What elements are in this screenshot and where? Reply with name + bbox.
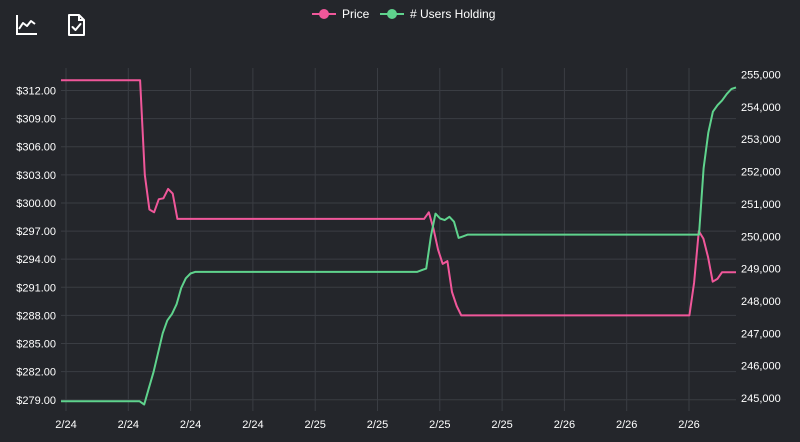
x-tick-label: 2/25: [429, 419, 450, 431]
line-chart-icon[interactable]: [14, 12, 40, 38]
grid: [61, 68, 736, 411]
x-tick-label: 2/24: [180, 419, 201, 431]
right-tick-label: 255,000: [741, 69, 781, 81]
x-tick-label: 2/26: [554, 419, 575, 431]
document-check-icon[interactable]: [64, 12, 90, 38]
x-tick-label: 2/24: [55, 419, 76, 431]
left-tick-label: $297.00: [16, 226, 56, 238]
left-tick-label: $306.00: [16, 142, 56, 154]
x-axis: 2/24 2/24 2/24 2/24 2/25 2/25 2/25 2/25 2/26 2/26…: [55, 419, 699, 431]
left-tick-label: $300.00: [16, 198, 56, 210]
series-line-users-holding: [61, 86, 737, 406]
series-line-price: [61, 79, 736, 317]
left-tick-label: $294.00: [16, 254, 56, 266]
left-tick-label: $285.00: [16, 339, 56, 351]
right-tick-label: 249,000: [741, 264, 781, 276]
legend-marker: [319, 9, 329, 19]
legend-label: Price: [342, 7, 370, 21]
x-tick-label: 2/25: [367, 419, 388, 431]
right-tick-label: 251,000: [741, 199, 781, 211]
legend-item[interactable]: # Users Holding: [380, 7, 495, 21]
x-tick-label: 2/24: [242, 419, 263, 431]
left-tick-label: $303.00: [16, 170, 56, 182]
left-axis: $279.00 $282.00 $285.00 $288.00 $291.00 $294.…: [16, 85, 56, 406]
legend-label: # Users Holding: [410, 7, 495, 21]
right-tick-label: 252,000: [741, 167, 781, 179]
x-tick-label: 2/25: [491, 419, 512, 431]
legend-marker: [387, 9, 397, 19]
right-tick-label: 253,000: [741, 134, 781, 146]
right-tick-label: 254,000: [741, 102, 781, 114]
legend[interactable]: Price # Users Holding: [312, 7, 495, 21]
x-tick-label: 2/26: [678, 419, 699, 431]
right-tick-label: 247,000: [741, 328, 781, 340]
left-tick-label: $309.00: [16, 114, 56, 126]
x-tick-label: 2/24: [118, 419, 139, 431]
right-tick-label: 246,000: [741, 361, 781, 373]
legend-item[interactable]: Price: [312, 7, 370, 21]
right-tick-label: 245,000: [741, 393, 781, 405]
left-tick-label: $282.00: [16, 367, 56, 379]
x-tick-label: 2/26: [616, 419, 637, 431]
right-tick-label: 248,000: [741, 296, 781, 308]
right-tick-label: 250,000: [741, 231, 781, 243]
right-axis: 245,000 246,000 247,000 248,000 249,000 250,0…: [741, 69, 781, 405]
series: [61, 79, 737, 406]
left-tick-label: $279.00: [16, 395, 56, 407]
left-tick-label: $291.00: [16, 282, 56, 294]
left-tick-label: $288.00: [16, 310, 56, 322]
left-tick-label: $312.00: [16, 85, 56, 97]
x-tick-label: 2/25: [304, 419, 325, 431]
